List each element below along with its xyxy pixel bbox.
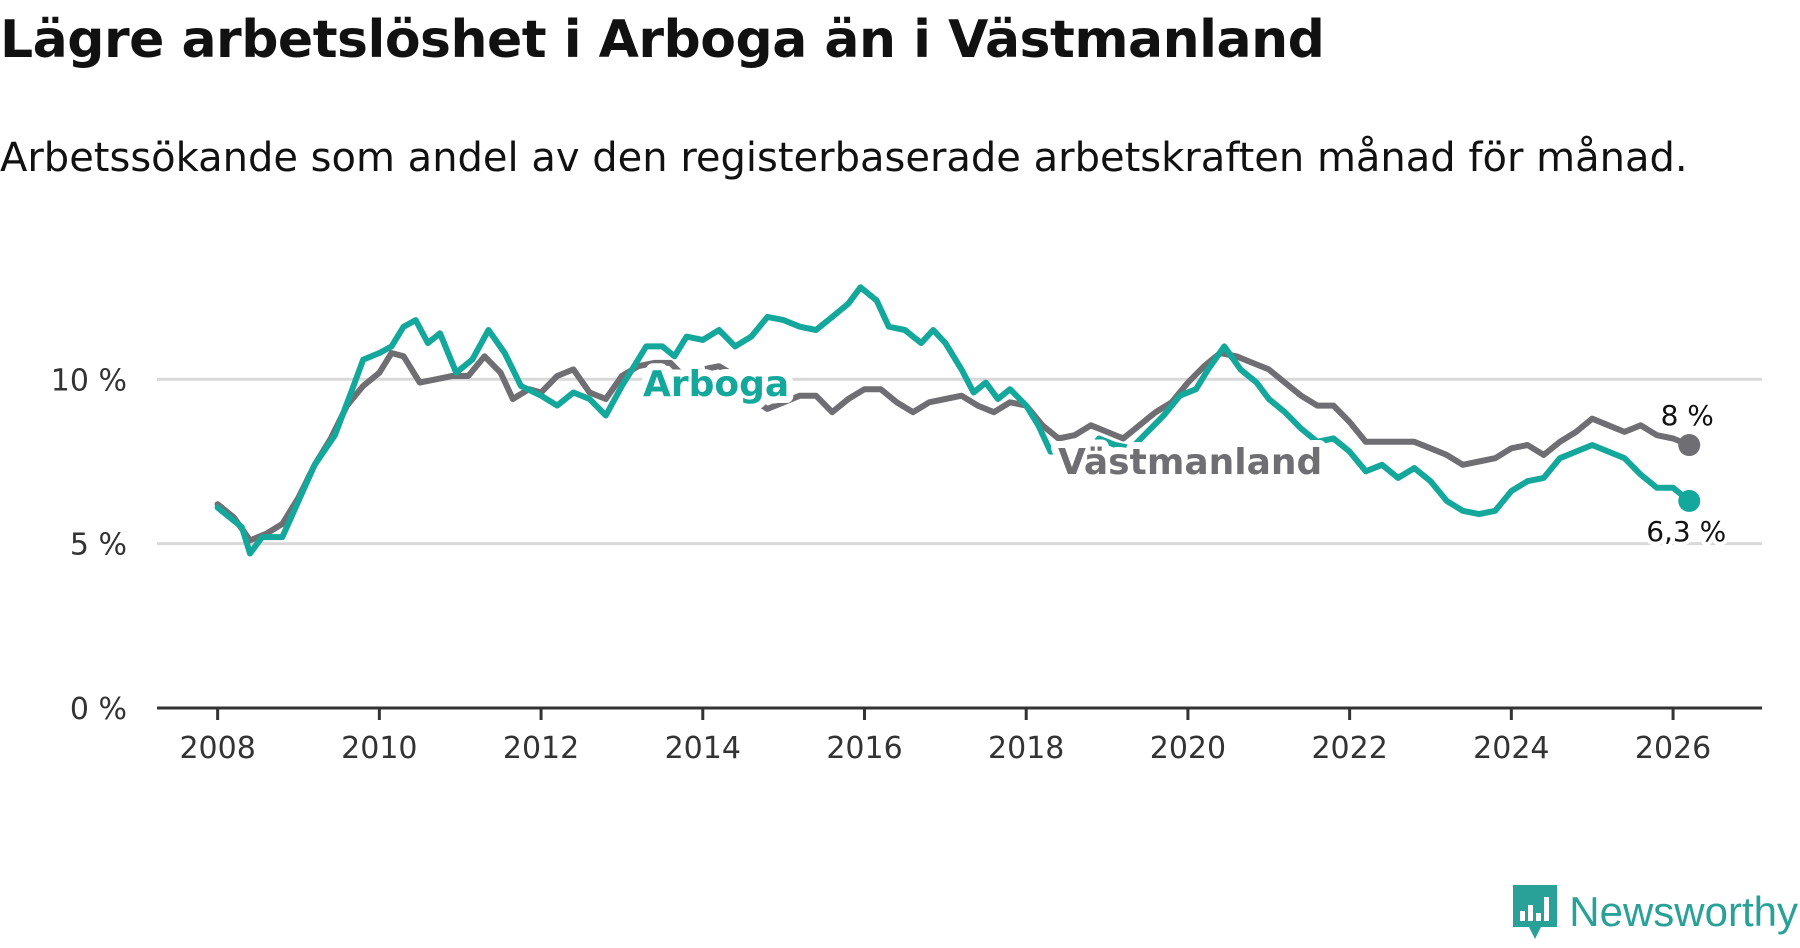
x-tick-label: 2024 xyxy=(1473,731,1549,766)
end-point-arboga xyxy=(1678,489,1701,512)
y-tick-label: 0 % xyxy=(70,692,127,727)
newsworthy-logo-icon xyxy=(1513,885,1558,939)
gridlines: 0 % 5 % 10 % xyxy=(51,363,1762,727)
x-tick-label: 2016 xyxy=(826,731,902,766)
series-line-arboga xyxy=(214,284,1693,557)
x-tick-label: 2020 xyxy=(1150,731,1226,766)
end-label-vastmanland: 8 % xyxy=(1661,399,1714,432)
chart-title: Lägre arbetslöshet i Arboga än i Västman… xyxy=(0,10,1325,70)
brand-name: Newsworthy xyxy=(1569,888,1798,935)
end-point-vastmanland xyxy=(1678,434,1701,457)
x-tick-label: 2014 xyxy=(665,731,741,766)
x-tick-label: 2010 xyxy=(341,731,417,766)
y-tick-label: 10 % xyxy=(51,363,127,398)
y-tick-label: 5 % xyxy=(70,528,127,563)
series-line-vastmanland xyxy=(214,350,1693,544)
x-axis: 2008 2010 2012 2014 2016 2018 2020 2022 2024 2026 xyxy=(157,706,1762,766)
end-label-arboga: 6,3 % xyxy=(1646,515,1726,548)
x-tick-label: 2022 xyxy=(1311,731,1387,766)
brand-logo: Newsworthy xyxy=(1511,882,1798,942)
chart-subtitle: Arbetssökande som andel av den registerb… xyxy=(0,135,1688,181)
x-tick-label: 2018 xyxy=(988,731,1064,766)
series-label-vastmanland: Västmanland xyxy=(1058,442,1322,483)
series-lines xyxy=(214,284,1701,557)
x-tick-label: 2026 xyxy=(1635,731,1711,766)
series-label-arboga: Arboga xyxy=(643,364,789,405)
x-tick-label: 2012 xyxy=(503,731,579,766)
chart-labels: Arboga Västmanland 6,3 % 8 % xyxy=(636,357,1730,552)
x-tick-label: 2008 xyxy=(179,731,255,766)
